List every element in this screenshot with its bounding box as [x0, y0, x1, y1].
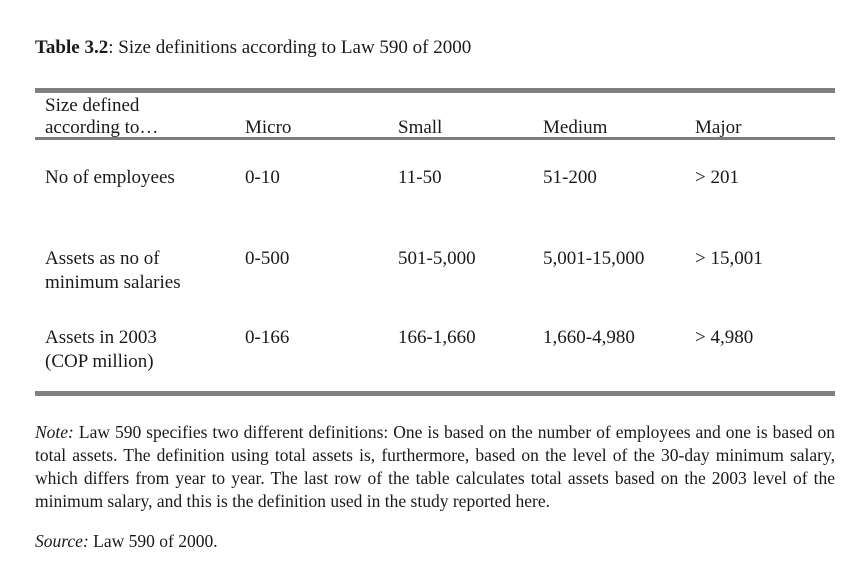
column-header-medium: Medium [543, 116, 608, 138]
table-caption: Table 3.2: Size definitions according to… [35, 36, 471, 60]
row-label-line2: (COP million) [45, 351, 154, 372]
header-row-label-line1: Size defined [45, 95, 140, 116]
table-row-employees: No of employees 0-10 11-50 51-200 > 201 [35, 166, 835, 190]
table-caption-title: : Size definitions according to Law 590 … [108, 37, 472, 58]
table-row-assets-salaries: Assets as no of minimum salaries 0-500 5… [35, 247, 835, 295]
cell-small: 501-5,000 [398, 248, 476, 269]
cell-micro: 0-10 [245, 167, 280, 188]
row-label-line1: No of employees [45, 167, 175, 188]
cell-micro: 0-500 [245, 248, 290, 269]
column-header-micro: Micro [245, 116, 292, 138]
column-header-small: Small [398, 116, 443, 138]
cell-major: > 4,980 [695, 327, 754, 348]
row-label-line1: Assets in 2003 [45, 327, 157, 348]
row-label: Assets in 2003 (COP million) [35, 326, 245, 374]
cell-major: > 15,001 [695, 248, 763, 269]
cell-medium: 51-200 [543, 167, 597, 188]
header-row-label-line2: according to… [45, 116, 159, 138]
table-header-row: Size defined according to… Micro Small M… [35, 95, 835, 138]
table-source: Source: Law 590 of 2000. [35, 530, 218, 553]
source-label: Source: [35, 531, 89, 551]
column-header-major: Major [695, 116, 742, 138]
table-bottom-rule [35, 391, 835, 396]
table-header-rule [35, 137, 835, 140]
cell-small: 11-50 [398, 167, 442, 188]
cell-medium: 5,001-15,000 [543, 248, 645, 269]
row-label-line2: minimum salaries [45, 272, 181, 293]
header-row-label: Size defined according to… [35, 95, 245, 138]
source-text: Law 590 of 2000. [88, 531, 218, 551]
table-caption-number: Table 3.2 [35, 37, 109, 58]
table-top-rule [35, 88, 835, 93]
row-label: Assets as no of minimum salaries [35, 247, 245, 295]
note-text: Law 590 specifies two different definiti… [35, 422, 835, 511]
table-note: Note: Law 590 specifies two different de… [35, 421, 835, 513]
row-label: No of employees [35, 166, 245, 190]
note-label: Note: [35, 422, 74, 442]
cell-small: 166-1,660 [398, 327, 476, 348]
table-row-assets-2003: Assets in 2003 (COP million) 0-166 166-1… [35, 326, 835, 374]
cell-micro: 0-166 [245, 327, 290, 348]
row-label-line1: Assets as no of [45, 248, 160, 269]
cell-major: > 201 [695, 167, 739, 188]
cell-medium: 1,660-4,980 [543, 327, 635, 348]
